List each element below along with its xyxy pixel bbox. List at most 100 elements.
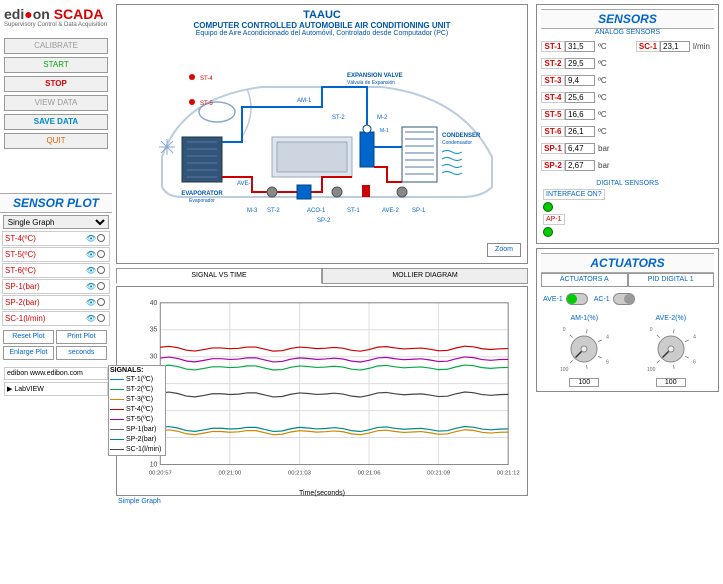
right-sidebar: SENSORS ANALOG SENSORS ST-131,5ºCST-229,… bbox=[532, 0, 723, 584]
svg-text:M-3: M-3 bbox=[247, 208, 258, 214]
labview-logo: ▶ LabVIEW bbox=[4, 382, 108, 396]
sensor-reading: SC-123,1l/min bbox=[636, 38, 714, 54]
seconds-button[interactable]: seconds bbox=[56, 346, 107, 360]
eye-icon[interactable]: 👁 bbox=[85, 314, 97, 323]
sensor-reading: ST-516,6ºC bbox=[541, 106, 636, 122]
sensor-reading: ST-425,6ºC bbox=[541, 89, 636, 105]
svg-text:CONDENSER: CONDENSER bbox=[442, 133, 481, 139]
sensor-plot-row[interactable]: ST-5(ºC)👁 bbox=[2, 247, 110, 262]
tab-pid-digital[interactable]: PID DIGITAL 1 bbox=[628, 273, 715, 287]
svg-text:AVE-1: AVE-1 bbox=[237, 181, 255, 187]
svg-text:Condensador: Condensador bbox=[442, 140, 472, 146]
quit-button[interactable]: QUIT bbox=[4, 133, 108, 149]
svg-text:10: 10 bbox=[150, 461, 158, 468]
svg-text:EVAPORATOR: EVAPORATOR bbox=[181, 191, 223, 197]
chart-xlabel: Time(seconds) bbox=[299, 490, 345, 497]
tab-actuators-a[interactable]: ACTUATORS A bbox=[541, 273, 628, 287]
signal-chart: 1015202530354000:20:5700:21:0000:21:0300… bbox=[123, 293, 521, 489]
svg-text:ST-1: ST-1 bbox=[347, 208, 360, 214]
edibon-link[interactable]: edibon www.edibon.com bbox=[4, 367, 108, 380]
reset-plot-button[interactable]: Reset Plot bbox=[3, 330, 54, 344]
start-button[interactable]: START bbox=[4, 57, 108, 73]
print-plot-button[interactable]: Print Plot bbox=[56, 330, 107, 344]
sensor-plot-row[interactable]: SP-2(bar)👁 bbox=[2, 295, 110, 310]
sensors-title: SENSORS bbox=[541, 9, 714, 29]
svg-text:20: 20 bbox=[586, 324, 592, 325]
legend-item: SP-1(bar) bbox=[110, 424, 164, 434]
svg-text:00:20:57: 00:20:57 bbox=[149, 470, 172, 476]
svg-text:40: 40 bbox=[150, 300, 158, 307]
plot-mode-select[interactable]: Single Graph bbox=[3, 215, 109, 229]
svg-text:ACO-1: ACO-1 bbox=[307, 208, 326, 214]
sensor-plot-row[interactable]: ST-4(ºC)👁 bbox=[2, 231, 110, 246]
legend-item: SP-2(bar) bbox=[110, 434, 164, 444]
eye-icon[interactable]: 👁 bbox=[85, 282, 97, 291]
left-sidebar: edi●on SCADA Supervisory Control & Data … bbox=[0, 0, 112, 584]
signals-legend: SIGNALS: ST-1(ºC)ST-2(ºC)ST-3(ºC)ST-4(ºC… bbox=[108, 365, 166, 456]
svg-text:00:21:00: 00:21:00 bbox=[218, 470, 242, 476]
enlarge-plot-button[interactable]: Enlarge Plot bbox=[3, 346, 54, 360]
dial-value-input[interactable] bbox=[656, 378, 686, 387]
legend-item: ST-5(ºC) bbox=[110, 414, 164, 424]
zoom-button[interactable]: Zoom bbox=[487, 243, 521, 257]
eye-icon[interactable]: 👁 bbox=[85, 298, 97, 307]
eye-icon[interactable]: 👁 bbox=[85, 234, 97, 243]
svg-text:00:21:12: 00:21:12 bbox=[497, 470, 520, 476]
diagram-subtitle-es: Equipo de Aire Acondicionado del Automóv… bbox=[121, 30, 523, 37]
sensor-plot-row[interactable]: SP-1(bar)👁 bbox=[2, 279, 110, 294]
svg-text:ST-5: ST-5 bbox=[200, 101, 213, 107]
dial-value-input[interactable] bbox=[569, 378, 599, 387]
ap1-led bbox=[543, 227, 553, 237]
digital-sensors-label: DIGITAL SENSORS bbox=[541, 180, 714, 187]
view-data-button[interactable]: VIEW DATA bbox=[4, 95, 108, 111]
interface-led bbox=[543, 202, 553, 212]
svg-text:0: 0 bbox=[563, 327, 566, 333]
svg-text:40: 40 bbox=[693, 334, 696, 340]
actuator-dial[interactable]: AM-1(%)020406080100 bbox=[559, 315, 609, 387]
legend-item: SC-1(l/min) bbox=[110, 444, 164, 454]
svg-text:SP-1: SP-1 bbox=[412, 208, 426, 214]
svg-text:M-2: M-2 bbox=[377, 115, 388, 121]
svg-text:00:21:06: 00:21:06 bbox=[358, 470, 382, 476]
ap1-row: AP-1 bbox=[543, 214, 712, 225]
sensor-reading: ST-131,5ºC bbox=[541, 38, 636, 54]
actuator-toggle[interactable]: AC-1 bbox=[594, 293, 635, 305]
svg-text:20: 20 bbox=[672, 324, 678, 325]
sensor-reading: ST-39,4ºC bbox=[541, 72, 636, 88]
sensor-plot-row[interactable]: ST-6(ºC)👁 bbox=[2, 263, 110, 278]
eye-icon[interactable]: 👁 bbox=[85, 250, 97, 259]
sensor-reading: SP-22,67bar bbox=[541, 157, 636, 173]
diagram-panel: TAAUC COMPUTER CONTROLLED AUTOMOBILE AIR… bbox=[116, 4, 528, 264]
stop-button[interactable]: STOP bbox=[4, 76, 108, 92]
tab-mollier[interactable]: MOLLIER DIAGRAM bbox=[322, 268, 528, 284]
svg-text:35: 35 bbox=[150, 327, 158, 334]
svg-text:EXPANSION VALVE: EXPANSION VALVE bbox=[347, 73, 403, 79]
svg-text:60: 60 bbox=[606, 360, 609, 366]
chart-tabs: SIGNAL VS TIME MOLLIER DIAGRAM bbox=[116, 268, 528, 284]
sensor-reading: ST-626,1ºC bbox=[541, 123, 636, 139]
svg-text:00:21:09: 00:21:09 bbox=[427, 470, 450, 476]
svg-text:100: 100 bbox=[647, 367, 656, 373]
sensor-reading: SP-16,47bar bbox=[541, 140, 636, 156]
svg-text:0: 0 bbox=[650, 327, 653, 333]
svg-text:Válvula de Expansión: Válvula de Expansión bbox=[347, 80, 395, 86]
sensors-panel: SENSORS ANALOG SENSORS ST-131,5ºCST-229,… bbox=[536, 4, 719, 244]
calibrate-button[interactable]: CALIBRATE bbox=[4, 38, 108, 54]
system-diagram: EVAPORATOR Evaporador CONDENSER Condensa… bbox=[121, 37, 523, 237]
legend-item: ST-2(ºC) bbox=[110, 384, 164, 394]
svg-text:ST-4: ST-4 bbox=[200, 76, 213, 82]
main-area: TAAUC COMPUTER CONTROLLED AUTOMOBILE AIR… bbox=[112, 0, 532, 584]
sensor-reading: ST-229,5ºC bbox=[541, 55, 636, 71]
sensor-plot-row[interactable]: SC-1(l/min)👁 bbox=[2, 311, 110, 326]
control-buttons: CALIBRATE START STOP VIEW DATA SAVE DATA… bbox=[0, 34, 112, 153]
svg-text:ST-2: ST-2 bbox=[267, 208, 280, 214]
legend-item: ST-3(ºC) bbox=[110, 394, 164, 404]
actuators-panel: ACTUATORS ACTUATORS A PID DIGITAL 1 AVE-… bbox=[536, 248, 719, 392]
legend-item: ST-1(ºC) bbox=[110, 374, 164, 384]
save-data-button[interactable]: SAVE DATA bbox=[4, 114, 108, 130]
eye-icon[interactable]: 👁 bbox=[85, 266, 97, 275]
actuator-dial[interactable]: AVE-2(%)020406080100 bbox=[646, 315, 696, 387]
tab-signal-vs-time[interactable]: SIGNAL VS TIME bbox=[116, 268, 322, 284]
actuator-toggle[interactable]: AVE-1 bbox=[543, 293, 588, 305]
interface-row: INTERFACE ON? bbox=[543, 189, 712, 200]
